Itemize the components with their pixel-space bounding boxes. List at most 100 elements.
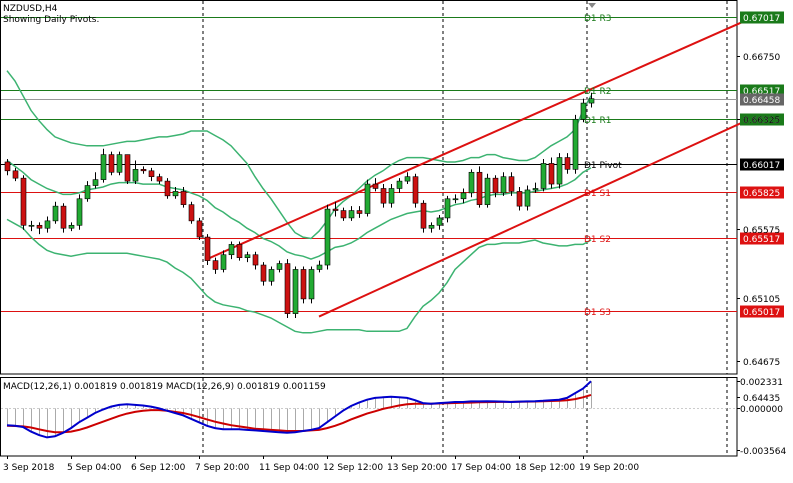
candle-bullish [76, 198, 83, 226]
pivot-price-tag-bg [740, 11, 784, 24]
candle-bullish [324, 208, 331, 266]
macd-axis-tick-label: 0.002331 [740, 378, 783, 388]
candle-bearish [60, 205, 67, 229]
pivot-label-d1-s1: D1 S1 [584, 189, 611, 199]
candle-bearish [12, 170, 19, 179]
candle-bearish [124, 154, 131, 182]
chart-shift-marker [588, 3, 596, 8]
candle-bearish [548, 163, 555, 185]
pivot-label-d1-r3: D1 R3 [584, 14, 612, 24]
candle-bullish [388, 188, 395, 204]
time-axis-tick-label: 11 Sep 04:00 [259, 463, 319, 473]
pivot-price-tag-bg [740, 232, 784, 245]
pivot-price-tag: 0.65517 [743, 235, 780, 245]
time-axis-tick-label: 7 Sep 20:00 [195, 463, 250, 473]
channel-line-lower[interactable] [318, 113, 760, 318]
bollinger-upper [6, 70, 592, 240]
candle-bearish [412, 176, 419, 204]
candle-bullish [556, 157, 563, 185]
price-axis-tick-label: 0.66325 [743, 116, 780, 126]
candle-bullish [468, 171, 475, 194]
candle-bullish [84, 185, 91, 200]
candle-bearish [36, 224, 43, 229]
candle-bullish [28, 224, 35, 227]
candle-bullish [316, 264, 323, 270]
candle-bullish [532, 188, 539, 191]
candle-bullish [308, 269, 315, 300]
candle-bullish [572, 118, 579, 170]
candle-bearish [20, 177, 27, 226]
pivot-label-d1-s2: D1 S2 [584, 235, 611, 245]
time-axis-tick-label: 12 Sep 12:00 [323, 463, 383, 473]
pivot-price-tag-bg [740, 186, 784, 199]
candle-bearish [180, 191, 187, 205]
candle-bearish [140, 169, 147, 172]
candle-bearish [252, 254, 259, 266]
candle-bullish [396, 180, 403, 189]
candle-bearish [236, 244, 243, 258]
pivot-price-tag: 0.67017 [743, 14, 780, 24]
candle-bearish [508, 176, 515, 192]
time-axis-tick-label: 6 Sep 12:00 [131, 463, 186, 473]
candle-bullish [116, 154, 123, 173]
candle-bullish [404, 176, 411, 182]
pivot-label-d1-pivot: D1 Pivot [584, 161, 622, 171]
main-plot-frame [0, 0, 738, 375]
candle-bullish [268, 269, 275, 282]
candle-bearish [188, 204, 195, 222]
candle-bullish [52, 205, 59, 222]
macd-label: MACD(12,26,1) 0.001819 0.001819 MACD(12,… [3, 382, 326, 392]
candle-bearish [516, 191, 523, 207]
candle-bullish [132, 169, 139, 182]
pivot-price-tag-bg [740, 158, 784, 171]
candle-bearish [300, 269, 307, 300]
candle-bullish [220, 254, 227, 270]
candle-bullish [444, 198, 451, 219]
candle-bullish [540, 163, 547, 189]
bollinger-middle [6, 159, 592, 260]
time-axis-tick-label: 17 Sep 04:00 [451, 463, 511, 473]
candle-bearish [156, 176, 163, 182]
candle-bearish [212, 260, 219, 270]
candle-bearish [356, 210, 363, 214]
current-price-tag-bg [740, 93, 784, 106]
pivot-price-tag: 0.66017 [743, 161, 780, 171]
candle-bullish [100, 154, 107, 180]
candle-bullish [348, 210, 355, 219]
bollinger-lower [6, 218, 592, 334]
time-axis-tick-label: 3 Sep 2018 [3, 463, 55, 473]
candle-bullish [172, 191, 179, 197]
candle-bearish [492, 177, 499, 194]
candle-bullish [588, 98, 595, 104]
macd-axis-tick-label: 0.000000 [740, 405, 783, 415]
price-axis-tick-label: 0.65105 [743, 295, 780, 305]
candle-bullish [460, 192, 467, 200]
candle-bullish [92, 179, 99, 186]
current-price-tag: 0.66458 [743, 96, 780, 106]
candle-bearish [476, 171, 483, 205]
candle-bearish [340, 210, 347, 219]
pivot-price-tag-bg [740, 305, 784, 318]
candle-bearish [108, 154, 115, 173]
pivot-price-tag: 0.65017 [743, 308, 780, 318]
candle-bullish [244, 254, 251, 258]
price-axis-tick-label: 0.66750 [743, 53, 780, 63]
channel-line-upper[interactable] [206, 13, 760, 261]
price-axis-tick-label: 0.64675 [743, 358, 780, 368]
candle-bullish [452, 198, 459, 201]
candle-bearish [148, 170, 155, 177]
time-axis-tick-label: 19 Sep 20:00 [579, 463, 639, 473]
candle-bearish [204, 236, 211, 261]
candle-bullish [364, 183, 371, 214]
pivot-subtitle: Showing Daily Pivots. [3, 15, 99, 25]
candle-bearish [372, 183, 379, 189]
macd-plot-frame [0, 377, 738, 457]
pivot-price-tag-bg [740, 113, 784, 126]
price-axis-tick-label: 0.64435 [743, 394, 780, 404]
candle-bullish [276, 263, 283, 270]
candle-bullish [524, 189, 531, 207]
price-axis-tick-label: 0.65575 [743, 226, 780, 236]
pivot-price-tag: 0.65825 [743, 189, 780, 199]
